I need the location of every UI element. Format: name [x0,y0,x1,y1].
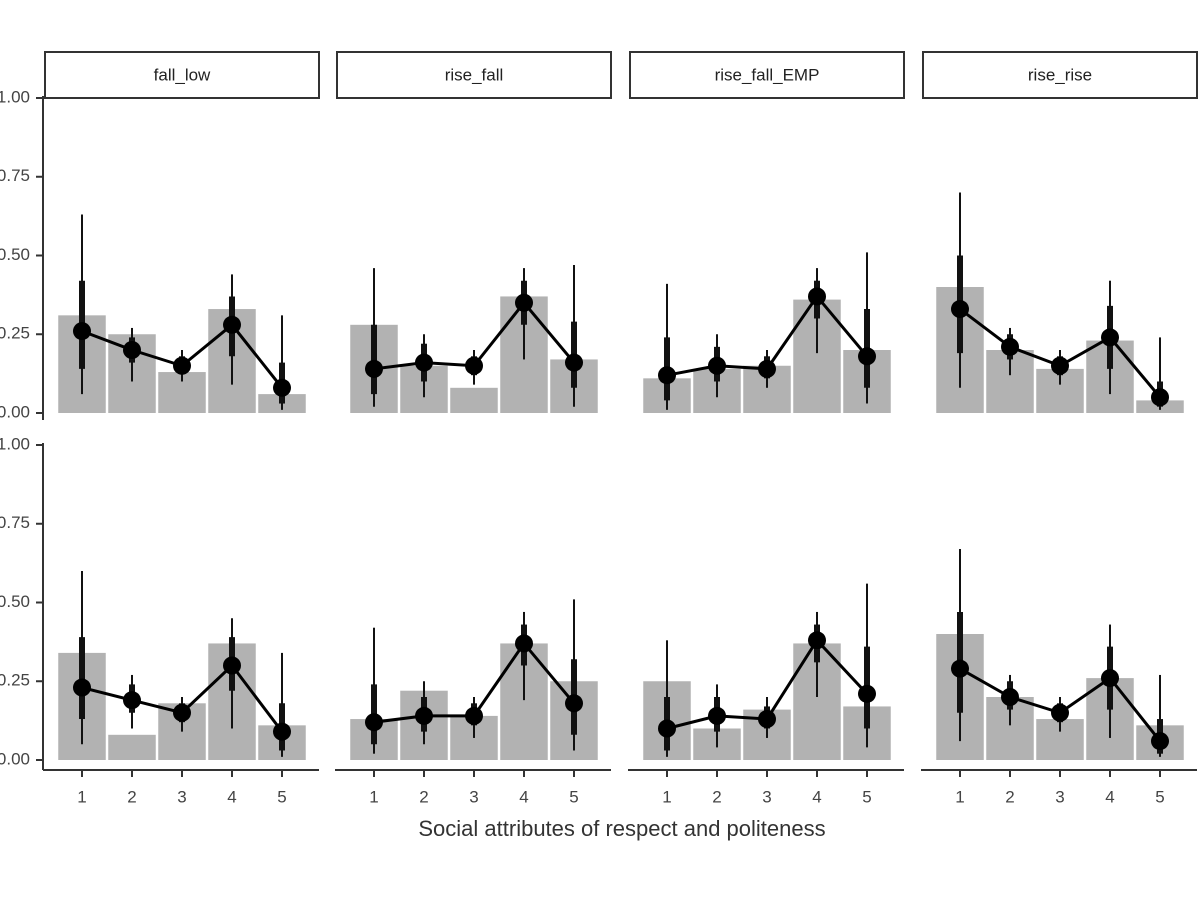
x-tick-label: 1 [955,787,964,806]
x-tick-label: 2 [712,787,721,806]
x-tick-label: 1 [369,787,378,806]
x-tick-label: 5 [1155,787,1164,806]
x-tick-label: 3 [469,787,478,806]
point [73,322,91,341]
point [708,706,726,725]
point [951,300,969,319]
point [273,722,291,741]
x-tick-label: 4 [812,787,821,806]
point [951,659,969,678]
x-tick-label: 3 [177,787,186,806]
point [173,356,191,375]
point [565,694,583,713]
facet-strip [336,51,612,99]
facet-label: rise_fall [445,65,504,84]
x-tick-label: 2 [127,787,136,806]
point [173,703,191,722]
x-tick-label: 1 [662,787,671,806]
x-tick-label: 1 [77,787,86,806]
facet-strip [44,51,320,99]
y-tick-label: 0.50 [0,245,30,264]
x-tick-label: 4 [519,787,528,806]
facet-strip [629,51,905,99]
point [1101,328,1119,347]
point [858,684,876,703]
point [1101,669,1119,688]
point [858,347,876,366]
y-tick-label: 0.25 [0,671,30,690]
x-axis-label: Social attributes of respect and politen… [418,816,825,841]
point [708,356,726,375]
point [1051,703,1069,722]
point [415,353,433,372]
facet-label: fall_low [154,65,211,84]
point [73,678,91,697]
x-tick-label: 5 [277,787,286,806]
x-tick-label: 4 [227,787,236,806]
y-tick-label: 0.75 [0,513,30,532]
y-tick-label: 0.00 [0,749,30,768]
point [515,634,533,653]
x-tick-label: 5 [569,787,578,806]
x-tick-label: 5 [862,787,871,806]
y-tick-label: 1.00 [0,434,30,453]
point [1051,356,1069,375]
point [465,706,483,725]
x-tick-label: 3 [1055,787,1064,806]
point [415,706,433,725]
point [658,719,676,738]
point [123,341,141,359]
facet-label: rise_fall_EMP [715,65,820,84]
y-tick-label: 1.00 [0,87,30,106]
point [758,710,776,729]
point [365,713,383,732]
facet-label: rise_rise [1028,65,1092,84]
point [223,656,241,675]
point [123,691,141,710]
point [1151,388,1169,407]
y-tick-label: 0.00 [0,402,30,421]
x-tick-label: 2 [419,787,428,806]
point [658,366,676,385]
point [565,353,583,372]
y-tick-label: 0.25 [0,324,30,343]
bar [450,387,498,413]
point [465,356,483,375]
point [1001,688,1019,706]
x-tick-label: 4 [1105,787,1114,806]
point [223,315,241,334]
point [273,378,291,397]
point [808,287,826,306]
point [515,293,533,312]
point [365,359,383,378]
bar [108,734,156,760]
point [1151,732,1169,751]
y-tick-label: 0.50 [0,592,30,611]
x-tick-label: 3 [762,787,771,806]
y-tick-label: 0.75 [0,166,30,185]
point [808,631,826,650]
point [758,359,776,378]
point [1001,337,1019,356]
x-tick-label: 2 [1005,787,1014,806]
facet-strip [922,51,1198,99]
